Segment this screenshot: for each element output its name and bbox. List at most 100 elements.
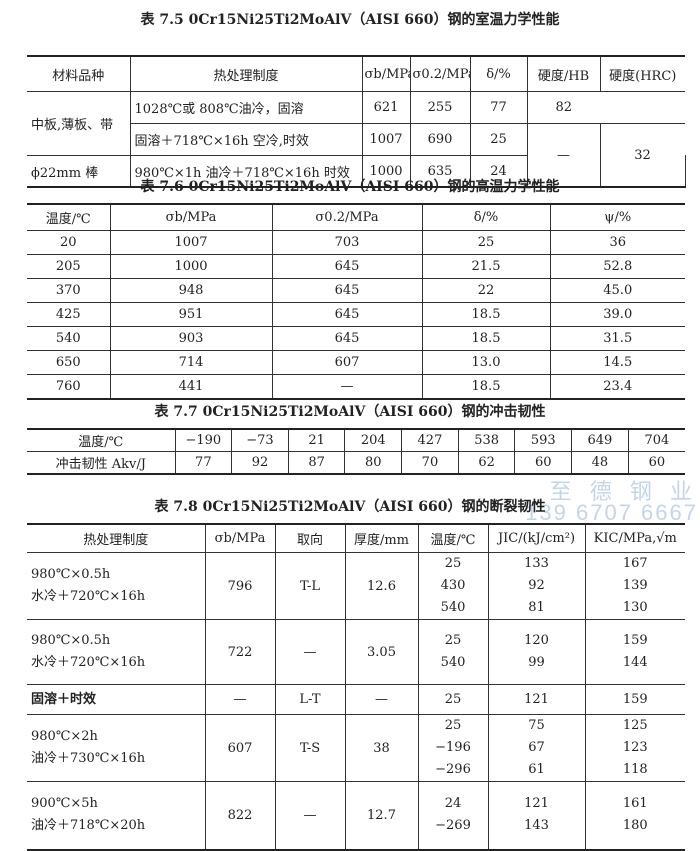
jic-cell: 120 99: [487, 619, 586, 685]
temperature-cell-line: 25: [444, 556, 462, 571]
orientation-cell: —: [274, 781, 346, 850]
temperature-cell: 24 −269: [417, 781, 489, 850]
kic-cell: 159 144: [584, 619, 685, 685]
kic-cell-line: 167: [622, 556, 648, 571]
column-header: 温度/℃: [417, 523, 489, 553]
table-cell: 425: [27, 302, 111, 327]
kic-cell: 167 139 130: [584, 552, 685, 620]
table-cell: 22: [421, 278, 551, 303]
table-cell: 18.5: [421, 326, 551, 351]
column-header: 材料品种: [27, 55, 131, 92]
kic-cell-line: 161: [622, 796, 648, 812]
jic-cell-line: 99: [528, 655, 545, 670]
kic-cell-line: 180: [622, 818, 648, 834]
table-cell: 60: [627, 451, 685, 475]
table-cell: 80: [344, 451, 403, 475]
table-cell: 645: [271, 254, 423, 279]
orientation-cell: L-T: [274, 684, 346, 715]
jic-cell-line: 143: [524, 818, 549, 834]
column-header: σb/MPa: [361, 55, 411, 92]
column-header: σb/MPa: [204, 523, 276, 553]
temperature-cell-line: 25: [444, 633, 462, 648]
temperature-cell-line: −269: [435, 818, 471, 834]
temperature-cell-line: −196: [435, 740, 471, 755]
table-cell: 60: [514, 451, 573, 475]
table-cell: 980℃×1h 油冷＋718℃×16h 时效: [129, 155, 363, 188]
kic-cell: 159: [584, 684, 685, 715]
treatment-cell-line: 980℃×0.5h: [31, 567, 111, 582]
sigma-cell: 722: [204, 619, 276, 685]
treatment-cell-line: 固溶＋时效: [31, 691, 97, 707]
table-cell: 31.5: [549, 326, 685, 351]
table-cell: 92: [231, 451, 289, 475]
orientation-cell: T-L: [274, 552, 346, 620]
table-cell: −190: [174, 428, 233, 452]
kic-cell-line: 118: [622, 762, 648, 777]
material-cell: ϕ22mm 棒: [27, 155, 131, 188]
table-7-6: 温度/℃ σb/MPa σ0.2/MPa δ/% ψ/% 20 1007 703 25 36 205…: [27, 203, 685, 400]
table-cell: 82: [526, 91, 600, 124]
temperature-cell: 25: [417, 684, 489, 715]
column-header: δ/%: [421, 203, 551, 231]
table-cell: 205: [27, 254, 111, 279]
temperature-cell: 25 540: [417, 619, 489, 685]
table-cell: 255: [409, 91, 471, 124]
column-header: KIC/MPa,√m: [584, 523, 685, 553]
table-cell: 645: [271, 326, 423, 351]
jic-cell: 121: [487, 684, 586, 715]
table-7-6-title: 表 7.6 0Cr15Ni25Ti2MoAlV（AISI 660）钢的高温力学性…: [140, 179, 560, 195]
table-cell: −73: [231, 428, 289, 452]
table-cell: 649: [571, 428, 629, 452]
treatment-cell: 980℃×2h 油冷＋730℃×16h: [27, 714, 206, 782]
jic-cell-line: 121: [524, 796, 549, 812]
table-row: 540 903 645 18.5 31.5: [27, 326, 685, 351]
table-cell: 204: [344, 428, 403, 452]
table-cell: 21: [287, 428, 346, 452]
material-cell: 中板,薄板、带: [27, 91, 131, 156]
table-cell: —: [526, 123, 601, 188]
thickness-cell: 12.6: [344, 552, 419, 620]
column-header: σb/MPa: [109, 203, 273, 231]
kic-cell-line: 159: [622, 633, 648, 648]
table-cell: 45.0: [549, 278, 685, 303]
temperature-cell: 25 430 540: [417, 552, 489, 620]
table-cell: 39.0: [549, 302, 685, 327]
table-cell: 645: [271, 278, 423, 303]
treatment-cell-line: 油冷＋718℃×20h: [31, 818, 146, 834]
table-row: 中板,薄板、带 1028℃或 808℃油冷，固溶 621 255 77 82: [27, 91, 685, 156]
column-header: δ/%: [469, 55, 528, 92]
temperature-cell: 25 −196 −296: [417, 714, 489, 782]
table-row: 650 714 607 13.0 14.5: [27, 350, 685, 375]
kic-cell-line: 144: [622, 655, 648, 670]
table-cell: 951: [109, 302, 273, 327]
column-header: JIC/(kJ/cm²): [487, 523, 586, 553]
table-cell: 87: [287, 451, 346, 475]
table-7-8-title: 表 7.8 0Cr15Ni25Ti2MoAlV（AISI 660）钢的断裂韧性: [154, 499, 546, 515]
temperature-cell-line: 24: [444, 796, 462, 812]
jic-cell-line: 67: [528, 740, 545, 755]
column-header: σ0.2/MPa: [409, 55, 471, 92]
table-row: 980℃×0.5h 水冷＋720℃×16h 722—3.05 25 540 120 99 15…: [27, 619, 685, 685]
table-cell: 607: [271, 350, 423, 375]
table-cell: 704: [627, 428, 685, 452]
table-cell: 645: [271, 302, 423, 327]
treatment-cell-line: 水冷＋720℃×16h: [31, 589, 146, 604]
table-cell: 540: [27, 326, 111, 351]
watermark-company: 至 德 钢 业: [549, 479, 698, 504]
sigma-cell: —: [204, 684, 276, 715]
table-cell: 903: [109, 326, 273, 351]
treatment-cell: 980℃×0.5h 水冷＋720℃×16h: [27, 552, 206, 620]
table-cell: 14.5: [549, 350, 685, 375]
table-cell: 21.5: [421, 254, 551, 279]
table-cell: 948: [109, 278, 273, 303]
temperature-cell-line: 25: [444, 691, 462, 707]
table-row: 980℃×2h 油冷＋730℃×16h 607 T-S 38 25 −196 −296 75 67…: [27, 714, 685, 782]
thickness-cell: 3.05: [344, 619, 419, 685]
table-7-7: 温度/℃ −190 −73 21 204 427 538 593 649 704 冲击韧性 Akv/…: [27, 428, 685, 475]
column-header: ψ/%: [549, 203, 685, 231]
table-row: 冲击韧性 Akv/J 77 92 87 80 70 62 60 48 60: [27, 451, 685, 475]
table-cell: 18.5: [421, 302, 551, 327]
jic-cell-line: 61: [528, 762, 545, 777]
thickness-cell: 38: [344, 714, 419, 782]
temperature-cell-line: 540: [440, 655, 466, 670]
